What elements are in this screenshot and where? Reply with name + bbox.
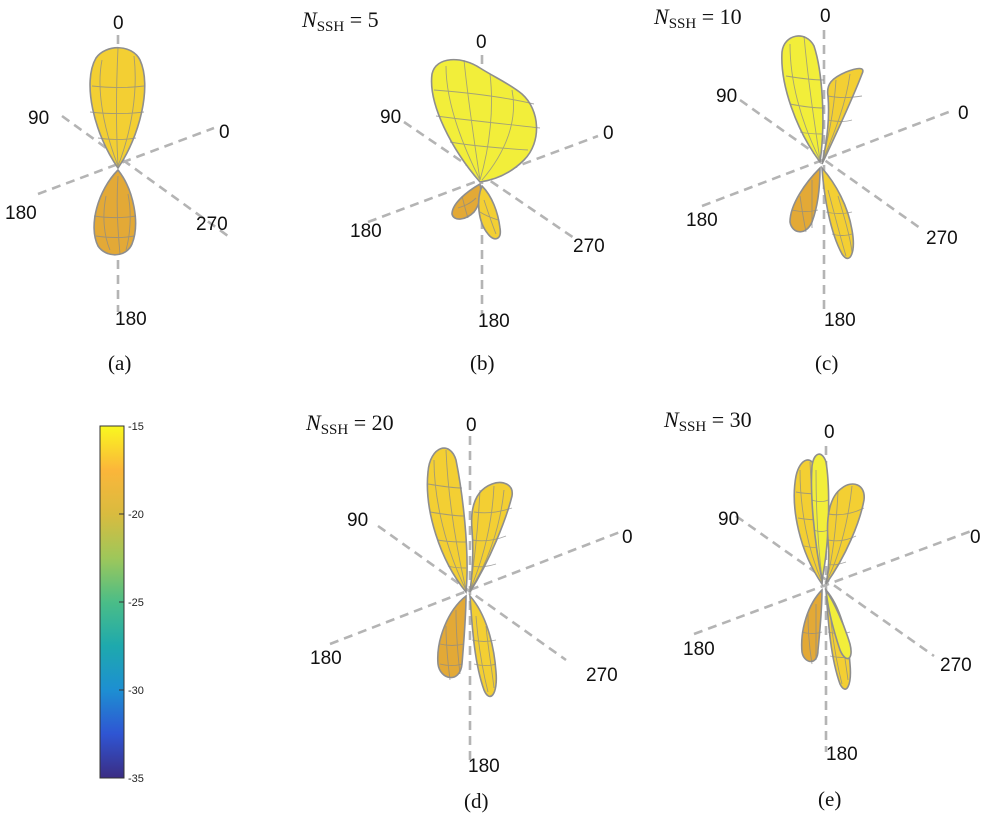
axis-label-right: 0 [219, 122, 230, 143]
panel-title: NSSH = 30 [663, 407, 752, 435]
axis-label-right: 0 [622, 527, 633, 548]
axis-label-bottom: 180 [478, 311, 510, 332]
axis-label-bottom: 180 [468, 756, 500, 777]
axis-label-lower-left: 180 [683, 639, 715, 660]
radiation-lobe [93, 168, 137, 256]
panel-d-axes [329, 436, 621, 760]
axis-label-lower-right: 270 [926, 228, 958, 249]
colorbar-ticks: -15 -20 -25 -30 -35 [119, 421, 144, 785]
axis-label-right: 0 [603, 123, 614, 144]
lobe-mesh-lines [821, 73, 863, 163]
lobe-mesh-lines [479, 199, 499, 235]
colorbar-tick-label: -35 [128, 773, 144, 785]
lobe-mesh-lines [433, 59, 541, 181]
colorbar: -15 -20 -25 -30 -35 [99, 421, 144, 785]
panel-c: NSSH = 10 0 0 90 180 270 180 (c) [653, 4, 969, 375]
axis-label-left: 90 [380, 107, 401, 128]
radiation-lobe [89, 46, 146, 170]
axis-label-right: 0 [970, 527, 981, 548]
radiation-lobe [800, 588, 823, 663]
panel-title: NSSH = 10 [653, 4, 742, 32]
panel-a-pattern [89, 46, 146, 256]
axis-label-lower-left: 180 [5, 203, 37, 224]
lobe-mesh-lines [471, 615, 497, 693]
axis-label-top: 0 [113, 13, 124, 34]
panel-e-axes [693, 446, 975, 752]
panel-a-axis-labels: 0 0 90 180 270 180 [5, 13, 230, 330]
panel-caption: (c) [815, 351, 838, 375]
panel-e-pattern [793, 453, 865, 690]
panel-title: NSSH = 5 [301, 7, 379, 35]
panel-caption: (d) [464, 789, 489, 813]
colorbar-tick-label: -15 [128, 421, 144, 433]
axis-label-lower-right: 270 [586, 665, 618, 686]
radiation-lobe [821, 67, 864, 165]
colorbar-tick-label: -30 [128, 685, 144, 697]
panel-c-axis-labels: 0 0 90 180 270 180 [686, 6, 969, 331]
axis-label-top: 0 [820, 6, 831, 27]
radiation-lobe [430, 58, 538, 183]
panel-e-axis-labels: 0 0 90 180 270 180 [683, 422, 981, 765]
axis-label-lower-left: 180 [686, 210, 718, 231]
lobe-mesh-lines [825, 485, 865, 583]
lobe-mesh-lines [427, 449, 467, 591]
radiation-lobe [789, 166, 821, 233]
axis-label-lower-right: 270 [940, 655, 972, 676]
axis-label-top: 0 [476, 32, 487, 53]
lobe-mesh-lines [785, 35, 825, 161]
axis-label-left: 90 [718, 509, 739, 530]
panel-b-pattern [430, 58, 541, 240]
lobe-mesh-lines [791, 180, 819, 233]
panel-d-axis-labels: 0 0 90 180 270 180 [310, 415, 633, 777]
axis-label-right: 0 [958, 103, 969, 124]
axis-label-lower-right: 270 [196, 214, 228, 235]
radiation-lobe [781, 35, 824, 165]
panel-caption: (a) [108, 351, 131, 375]
axis-label-bottom: 180 [826, 744, 858, 765]
axis-label-lower-left: 180 [310, 648, 342, 669]
panel-d: NSSH = 20 0 0 90 180 270 180 (d) [305, 410, 633, 813]
lobe-mesh-lines [801, 604, 823, 665]
lobe-mesh-lines [469, 485, 513, 591]
panel-caption: (e) [818, 787, 841, 811]
axis-label-lower-right: 270 [573, 236, 605, 257]
panel-c-pattern [781, 35, 864, 260]
axis-label-lower-left: 180 [350, 221, 382, 242]
radiation-lobe [426, 447, 468, 595]
lobe-mesh-lines [439, 609, 465, 681]
axis-label-left: 90 [347, 510, 368, 531]
panel-caption: (b) [470, 351, 495, 375]
axis-label-bottom: 180 [824, 310, 856, 331]
lobe-mesh-lines [93, 175, 137, 255]
lobe-mesh-lines [89, 47, 145, 167]
lobe-mesh-lines [457, 195, 477, 219]
radiation-lobe [825, 483, 865, 585]
panel-b-axis-labels: 0 0 90 180 270 180 [350, 32, 614, 332]
axis-label-bottom: 180 [115, 309, 147, 330]
radiation-lobe [469, 593, 498, 698]
panel-title: NSSH = 20 [305, 410, 394, 438]
axis-label-left: 90 [716, 86, 737, 107]
panel-a: 0 0 90 180 270 180 (a) [5, 13, 230, 375]
panel-d-pattern [426, 447, 513, 698]
axis-label-top: 0 [466, 415, 477, 436]
axis-label-top: 0 [824, 422, 835, 443]
radiation-lobe [477, 184, 502, 240]
axis-label-left: 90 [28, 108, 49, 129]
colorbar-tick-label: -20 [128, 509, 144, 521]
lobe-mesh-lines [825, 189, 853, 257]
radiation-lobe [825, 589, 852, 660]
panel-c-axes [701, 30, 955, 310]
panel-b: NSSH = 5 0 0 90 180 270 180 (b) [301, 7, 614, 375]
colorbar-tick-label: -25 [128, 597, 144, 609]
panel-e: NSSH = 30 0 0 90 180 270 180 (e) [663, 407, 981, 811]
